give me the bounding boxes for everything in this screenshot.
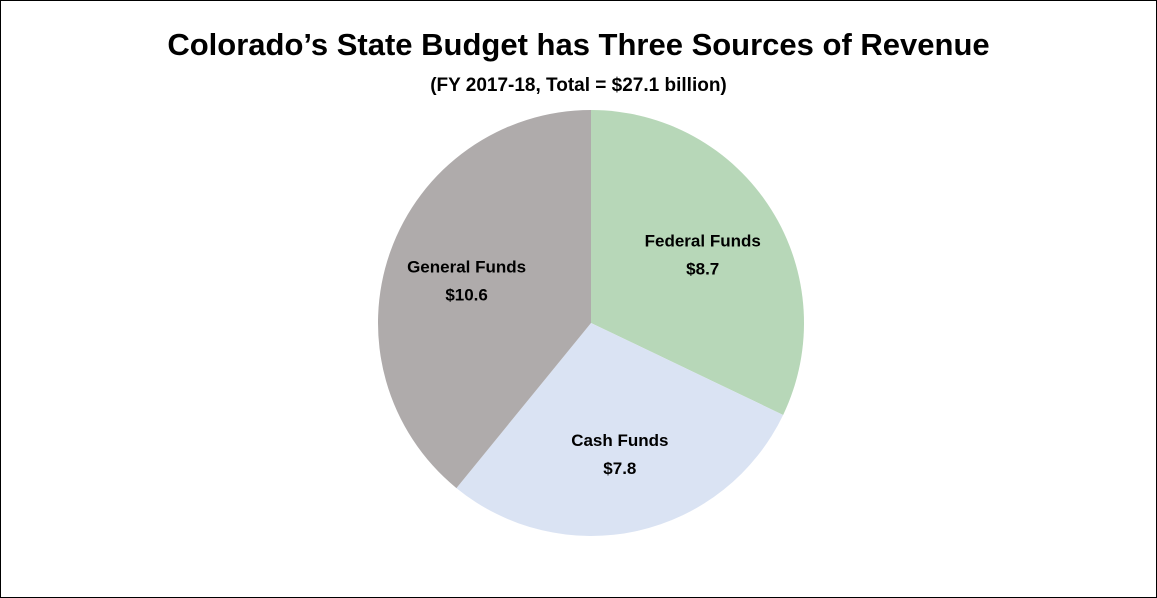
chart-subtitle: (FY 2017-18, Total = $27.1 billion) [430,75,727,96]
chart-title: Colorado’s State Budget has Three Source… [167,27,990,62]
slice-value-general-funds: $10.6 [445,286,488,305]
pie-slice-cash-funds [456,323,784,536]
slice-label-general-funds: General Funds [407,258,526,277]
pie-slice-federal-funds [591,110,804,415]
slice-label-federal-funds: Federal Funds [645,232,761,251]
pie-slice-general-funds [378,110,591,489]
slice-value-federal-funds: $8.7 [686,260,719,279]
slice-value-cash-funds: $7.8 [603,459,636,478]
slice-label-cash-funds: Cash Funds [571,431,668,450]
